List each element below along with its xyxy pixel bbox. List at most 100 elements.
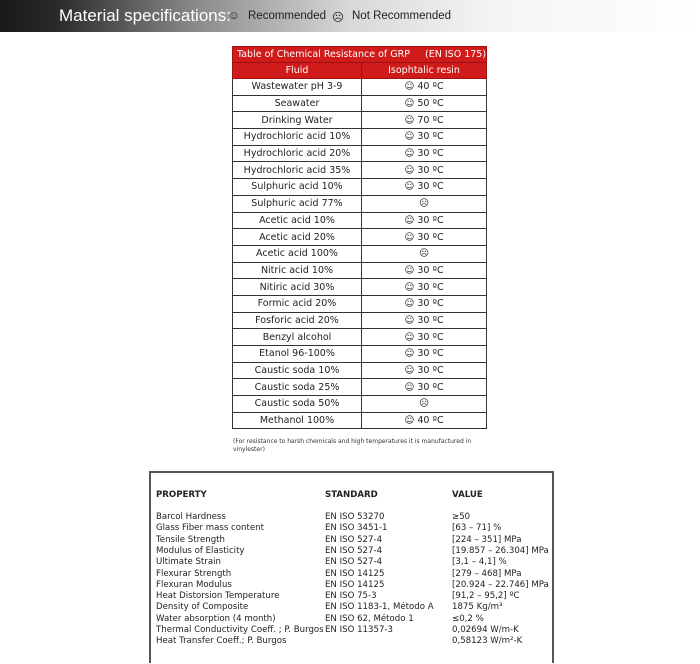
fluid-cell: Hydrochloric acid 35%: [232, 161, 362, 180]
table-row: Acetic acid 10% ☺ 30 ºC: [232, 211, 488, 230]
resin-value-cell: ☺ 30 ºC: [360, 261, 488, 280]
fluid-cell: Hydrochloric acid 10%: [232, 128, 362, 146]
resin-value-cell: ☺ 30 ºC: [360, 161, 488, 180]
property-name: Density of Composite: [156, 602, 249, 613]
property-value: [63 – 71] %: [452, 523, 502, 534]
property-name: Heat Transfer Coeff.; P. Burgos: [156, 636, 287, 647]
property-standard: EN ISO 11357-3: [325, 625, 393, 635]
fluid-cell: Methanol 100%: [232, 411, 362, 430]
table-row: Methanol 100% ☺ 40 ºC: [232, 411, 488, 430]
table-row: Nitric acid 10% ☺ 30 ºC: [232, 261, 488, 280]
fluid-cell: Acetic acid 10%: [232, 211, 362, 230]
resin-value-cell: ☺ 30 ºC: [360, 378, 488, 397]
smiley-face-icon: ☺: [228, 10, 240, 22]
table-row: Nitiric acid 30% ☺ 30 ºC: [232, 278, 488, 296]
fluid-cell: Drinking Water: [232, 111, 362, 130]
table-row: Benzyl alcohol ☺ 30 ºC: [232, 328, 488, 346]
fluid-cell: Wastewater pH 3-9: [232, 78, 362, 96]
property-value: ≥50: [452, 512, 471, 522]
resin-value-cell: ☺ 30 ºC: [360, 228, 488, 246]
property-standard: EN ISO 1183-1, Método A: [325, 602, 434, 613]
table-row: Sulphuric acid 77% ☹: [232, 194, 488, 213]
fluid-cell: Hydrochloric acid 20%: [232, 144, 362, 163]
resin-value-cell: ☺ 30 ºC: [360, 294, 488, 313]
property-standard: EN ISO 14125: [325, 568, 385, 579]
property-standard: EN ISO 53270: [325, 512, 385, 522]
table-note: (For resistance to harsh chemicals and h…: [233, 438, 472, 453]
resin-value-cell: ☹: [360, 244, 488, 263]
table-row: Caustic soda 10% ☺ 30 ºC: [232, 361, 488, 380]
property-value: [20.924 – 22.746] MPa: [452, 579, 549, 590]
header-property: PROPERTY: [156, 490, 207, 500]
property-name: Modulus of Elasticity: [156, 545, 245, 556]
property-value: 0,02694 W/m-K: [452, 625, 519, 635]
resin-value-cell: ☺ 30 ºC: [360, 278, 488, 296]
properties-table: PROPERTY STANDARD VALUE Barcol Hardness E…: [149, 471, 554, 663]
fluid-cell: Fosforic acid 20%: [232, 311, 362, 330]
property-value: [19.857 – 26.304] MPa: [452, 545, 549, 556]
property-name: Heat Distorsion Temperature: [156, 591, 280, 602]
property-standard: EN ISO 527-4: [325, 545, 383, 556]
property-value: 0,58123 W/m²-K: [452, 636, 523, 647]
table-row: Sulphuric acid 10% ☺ 30 ºC: [232, 178, 488, 196]
fluid-cell: Caustic soda 25%: [232, 378, 362, 397]
resin-value-cell: ☺ 70 ºC: [360, 111, 488, 130]
property-name: Tensile Strength: [156, 534, 225, 545]
resin-value-cell: ☺ 40 ºC: [360, 411, 488, 430]
fluid-cell: Formic acid 20%: [232, 294, 362, 313]
resin-value-cell: ☹: [360, 194, 488, 213]
page-title: Material specifications:: [59, 6, 231, 25]
column-header-fluid: Fluid: [232, 62, 362, 79]
property-value: [91,2 – 95,2] ºC: [452, 591, 520, 602]
property-standard: EN ISO 62, Método 1: [325, 613, 414, 624]
table-row: Fosforic acid 20% ☺ 30 ºC: [232, 311, 488, 330]
property-standard: EN ISO 14125: [325, 579, 385, 590]
resin-value-cell: ☺ 30 ºC: [360, 361, 488, 380]
fluid-cell: Caustic soda 50%: [232, 395, 362, 413]
fluid-cell: Nitric acid 10%: [232, 261, 362, 280]
property-name: Water absorption (4 month): [156, 613, 276, 624]
table-row: Caustic soda 25% ☺ 30 ºC: [232, 378, 488, 397]
property-standard: EN ISO 75-3: [325, 591, 377, 602]
table-row: Caustic soda 50% ☹: [232, 395, 488, 413]
resin-value-cell: ☺ 30 ºC: [360, 178, 488, 196]
header-standard: STANDARD: [325, 490, 378, 500]
fluid-cell: Acetic acid 100%: [232, 244, 362, 263]
resin-value-cell: ☺ 30 ºC: [360, 345, 488, 363]
property-name: Flexurar Strength: [156, 568, 232, 579]
table-row: Acetic acid 100% ☹: [232, 244, 488, 263]
fluid-cell: Sulphuric acid 10%: [232, 178, 362, 196]
resin-value-cell: ☺ 30 ºC: [360, 128, 488, 146]
chemical-resistance-table: Table of Chemical Resistance of GRP (EN …: [231, 46, 488, 430]
table-row: Formic acid 20% ☺ 30 ºC: [232, 294, 488, 313]
property-value: [224 – 351] MPa: [452, 534, 522, 545]
fluid-cell: Benzyl alcohol: [232, 328, 362, 346]
table-title: Table of Chemical Resistance of GRP (EN …: [231, 46, 488, 63]
table-row: Hydrochloric acid 10% ☺ 30 ºC: [232, 128, 488, 146]
property-standard: EN ISO 527-4: [325, 557, 383, 568]
property-value: [3,1 – 4,1] %: [452, 557, 507, 568]
table-row: Hydrochloric acid 20% ☺ 30 ºC: [232, 144, 488, 163]
table-row: Etanol 96-100% ☺ 30 ºC: [232, 345, 488, 363]
table-row: Drinking Water ☺ 70 ºC: [232, 111, 488, 130]
resin-value-cell: ☺ 50 ºC: [360, 94, 488, 113]
property-value: ≤0,2 %: [452, 613, 484, 624]
resin-value-cell: ☺ 30 ºC: [360, 311, 488, 330]
property-name: Ultimate Strain: [156, 557, 221, 568]
property-value: 1875 Kg/m³: [452, 602, 503, 613]
resin-value-cell: ☹: [360, 395, 488, 413]
resin-value-cell: ☺ 30 ºC: [360, 328, 488, 346]
table-row: Hydrochloric acid 35% ☺ 30 ºC: [232, 161, 488, 180]
property-standard: EN ISO 3451-1: [325, 523, 388, 534]
column-header-resin: Isophtalic resin: [360, 62, 488, 79]
legend-not-recommended: Not Recommended: [352, 10, 452, 22]
table-row: Acetic acid 20% ☺ 30 ºC: [232, 228, 488, 246]
resin-value-cell: ☺ 30 ºC: [360, 144, 488, 163]
property-value: [279 – 468] MPa: [452, 568, 522, 579]
header-banner: Material specifications: ☺ Recommended ☹…: [0, 0, 700, 32]
property-standard: EN ISO 527-4: [325, 534, 383, 545]
fluid-cell: Sulphuric acid 77%: [232, 194, 362, 213]
header-value: VALUE: [452, 490, 483, 500]
fluid-cell: Caustic soda 10%: [232, 361, 362, 380]
property-name: Thermal Conductivity Coeff. ; P. Burgos: [156, 625, 324, 635]
